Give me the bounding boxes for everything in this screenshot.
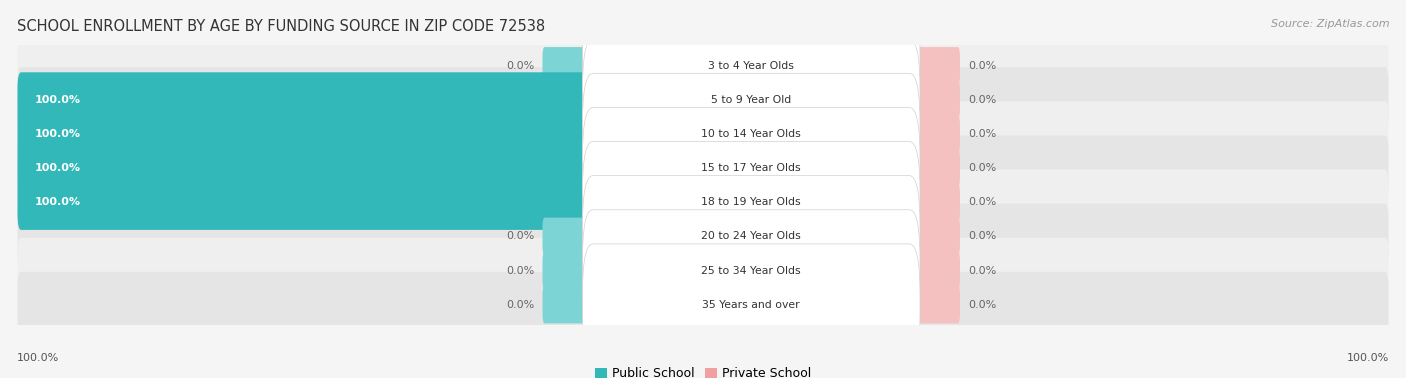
FancyBboxPatch shape: [582, 39, 920, 161]
Text: 10 to 14 Year Olds: 10 to 14 Year Olds: [702, 129, 801, 139]
FancyBboxPatch shape: [543, 218, 595, 255]
Text: Source: ZipAtlas.com: Source: ZipAtlas.com: [1271, 19, 1389, 29]
FancyBboxPatch shape: [543, 252, 595, 289]
FancyBboxPatch shape: [908, 47, 960, 85]
FancyBboxPatch shape: [17, 135, 1389, 201]
FancyBboxPatch shape: [582, 176, 920, 297]
Text: 35 Years and over: 35 Years and over: [703, 300, 800, 310]
Text: 25 to 34 Year Olds: 25 to 34 Year Olds: [702, 265, 801, 276]
Text: 100.0%: 100.0%: [35, 129, 80, 139]
FancyBboxPatch shape: [17, 272, 1389, 337]
Text: 0.0%: 0.0%: [969, 95, 997, 105]
Text: 0.0%: 0.0%: [969, 61, 997, 71]
FancyBboxPatch shape: [582, 141, 920, 263]
Text: 0.0%: 0.0%: [969, 265, 997, 276]
FancyBboxPatch shape: [17, 101, 1389, 167]
FancyBboxPatch shape: [908, 149, 960, 187]
Text: 0.0%: 0.0%: [506, 265, 534, 276]
Text: 0.0%: 0.0%: [969, 197, 997, 207]
Text: 0.0%: 0.0%: [969, 231, 997, 242]
FancyBboxPatch shape: [17, 107, 706, 162]
FancyBboxPatch shape: [543, 47, 595, 85]
FancyBboxPatch shape: [908, 252, 960, 289]
Text: 0.0%: 0.0%: [969, 163, 997, 173]
Text: 15 to 17 Year Olds: 15 to 17 Year Olds: [702, 163, 801, 173]
FancyBboxPatch shape: [908, 286, 960, 323]
Text: 100.0%: 100.0%: [17, 353, 59, 363]
FancyBboxPatch shape: [582, 5, 920, 127]
Text: 5 to 9 Year Old: 5 to 9 Year Old: [711, 95, 792, 105]
Text: 3 to 4 Year Olds: 3 to 4 Year Olds: [709, 61, 794, 71]
FancyBboxPatch shape: [908, 115, 960, 153]
FancyBboxPatch shape: [17, 238, 1389, 303]
Text: 0.0%: 0.0%: [969, 129, 997, 139]
Legend: Public School, Private School: Public School, Private School: [595, 367, 811, 378]
Text: 18 to 19 Year Olds: 18 to 19 Year Olds: [702, 197, 801, 207]
FancyBboxPatch shape: [17, 175, 706, 230]
FancyBboxPatch shape: [17, 33, 1389, 99]
Text: 0.0%: 0.0%: [506, 300, 534, 310]
FancyBboxPatch shape: [17, 67, 1389, 133]
FancyBboxPatch shape: [543, 286, 595, 323]
FancyBboxPatch shape: [582, 210, 920, 331]
Text: 0.0%: 0.0%: [506, 231, 534, 242]
FancyBboxPatch shape: [17, 204, 1389, 269]
Text: 0.0%: 0.0%: [506, 61, 534, 71]
FancyBboxPatch shape: [17, 169, 1389, 235]
FancyBboxPatch shape: [908, 183, 960, 221]
Text: SCHOOL ENROLLMENT BY AGE BY FUNDING SOURCE IN ZIP CODE 72538: SCHOOL ENROLLMENT BY AGE BY FUNDING SOUR…: [17, 19, 546, 34]
FancyBboxPatch shape: [582, 244, 920, 365]
Text: 20 to 24 Year Olds: 20 to 24 Year Olds: [702, 231, 801, 242]
Text: 100.0%: 100.0%: [35, 197, 80, 207]
FancyBboxPatch shape: [17, 72, 706, 127]
FancyBboxPatch shape: [908, 218, 960, 255]
Text: 100.0%: 100.0%: [35, 95, 80, 105]
Text: 0.0%: 0.0%: [969, 300, 997, 310]
Text: 100.0%: 100.0%: [1347, 353, 1389, 363]
Text: 100.0%: 100.0%: [35, 163, 80, 173]
FancyBboxPatch shape: [908, 81, 960, 119]
FancyBboxPatch shape: [17, 141, 706, 196]
FancyBboxPatch shape: [582, 107, 920, 229]
FancyBboxPatch shape: [582, 73, 920, 195]
